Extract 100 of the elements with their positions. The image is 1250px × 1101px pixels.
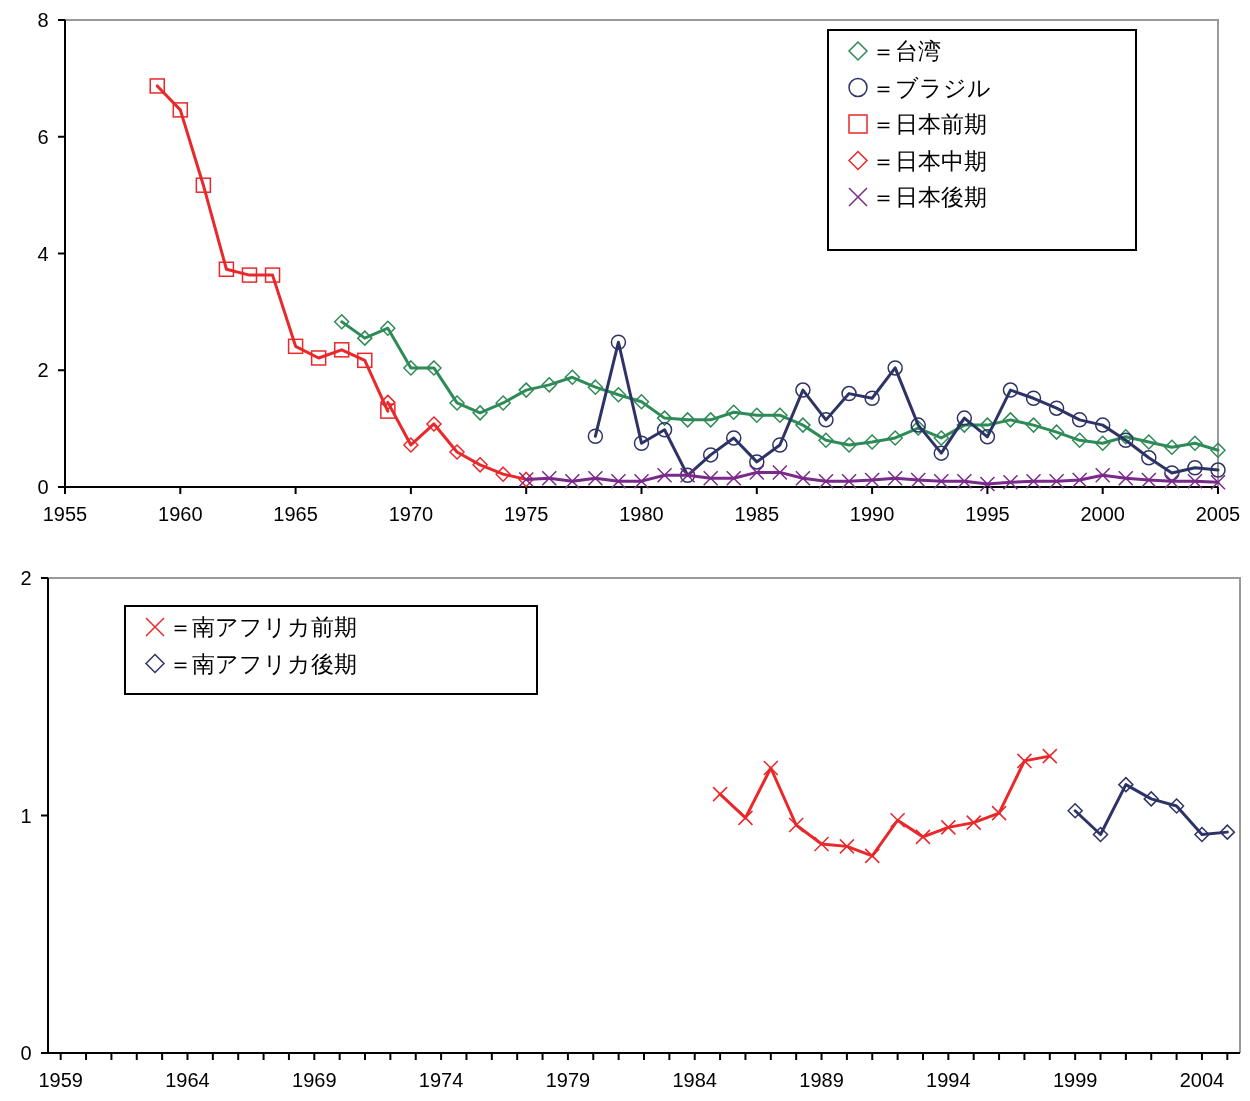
point: [1094, 417, 1111, 433]
point: [1219, 824, 1236, 840]
x-tick-label: 2000: [1080, 503, 1125, 525]
point: [1118, 432, 1134, 449]
point: [1118, 429, 1134, 445]
point: [887, 430, 903, 446]
point: [979, 476, 996, 492]
point: [749, 464, 765, 481]
point: [472, 405, 488, 421]
x-tick-label: 1989: [799, 1069, 844, 1091]
point: [656, 422, 673, 438]
point: [772, 407, 788, 423]
point: [241, 267, 258, 283]
point: [1042, 748, 1058, 764]
point: [357, 352, 373, 369]
point: [795, 470, 811, 486]
point: [915, 829, 931, 845]
point: [587, 470, 604, 486]
point: [1164, 465, 1180, 481]
x-tick-label: 1975: [503, 503, 549, 525]
point: [702, 412, 719, 428]
x-tick-label: 2004: [1179, 1069, 1225, 1091]
point: [772, 464, 788, 481]
point: [956, 410, 973, 426]
point: [1025, 417, 1042, 433]
point: [991, 805, 1007, 821]
point: [1071, 472, 1088, 488]
point: [426, 360, 442, 376]
x-tick-label: 1960: [158, 503, 203, 525]
point: [887, 470, 903, 486]
point: [357, 330, 373, 346]
point: [587, 428, 604, 444]
point: [380, 320, 396, 336]
y-tick-label: 2: [37, 359, 49, 382]
point: [956, 473, 973, 489]
point: [1025, 473, 1042, 489]
point: [264, 267, 281, 283]
point: [1210, 442, 1226, 458]
point: [172, 102, 189, 118]
point: [839, 838, 855, 855]
point: [610, 473, 627, 489]
y-tick-label: 1: [20, 804, 32, 827]
point: [1210, 462, 1226, 478]
point: [518, 382, 534, 398]
x-tick-label: 1995: [965, 503, 1010, 525]
point: [195, 177, 212, 193]
y-tick-label: 0: [37, 476, 49, 498]
legend-label: ＝日本後期: [872, 184, 987, 210]
point: [472, 457, 488, 473]
x-tick-label: 1994: [926, 1069, 971, 1091]
point: [149, 78, 165, 94]
x-tick-label: 1984: [672, 1069, 717, 1091]
x-tick-label: 1970: [388, 503, 434, 525]
point: [333, 314, 350, 330]
point: [656, 467, 673, 484]
point: [887, 360, 903, 376]
point: [1067, 803, 1083, 819]
point: [702, 447, 719, 463]
legend-label: ＝台湾: [872, 38, 941, 64]
point: [1164, 473, 1180, 489]
x-tick-label: 1969: [292, 1069, 337, 1091]
x-tick-label: 1980: [619, 503, 664, 525]
x-tick-label: 1990: [849, 503, 895, 525]
x-tick-label: 1974: [418, 1069, 464, 1091]
point: [749, 454, 765, 470]
point: [1094, 435, 1111, 451]
point: [910, 472, 926, 488]
point: [1168, 798, 1185, 814]
x-tick-label: 1964: [165, 1069, 210, 1091]
point: [1141, 472, 1157, 488]
legend-label: ＝日本前期: [872, 111, 987, 137]
point: [702, 470, 719, 486]
point: [541, 377, 558, 393]
x-tick-label: 1999: [1052, 1069, 1098, 1091]
point: [1002, 382, 1019, 398]
point: [1092, 826, 1109, 843]
point: [495, 466, 511, 482]
point: [795, 382, 811, 398]
y-tick-label: 6: [37, 125, 49, 148]
legend-label: ＝南アフリカ前期: [169, 614, 357, 640]
point: [933, 430, 950, 446]
x-tick-label: 1965: [273, 503, 318, 525]
point: [1002, 474, 1019, 491]
point: [1187, 459, 1203, 476]
point: [610, 334, 627, 350]
point: [633, 394, 650, 410]
point: [564, 473, 581, 489]
legend-label: ＝ブラジル: [872, 74, 991, 101]
point: [449, 395, 465, 411]
point: [841, 385, 857, 402]
x-tick-label: 1985: [734, 503, 780, 525]
y-tick-label: 0: [20, 1042, 32, 1064]
x-tick-label: 1959: [38, 1069, 83, 1091]
point: [965, 814, 982, 831]
point: [813, 836, 830, 852]
point: [656, 410, 673, 426]
point: [933, 473, 950, 489]
point: [633, 473, 650, 489]
point: [287, 338, 304, 355]
point: [979, 429, 996, 445]
